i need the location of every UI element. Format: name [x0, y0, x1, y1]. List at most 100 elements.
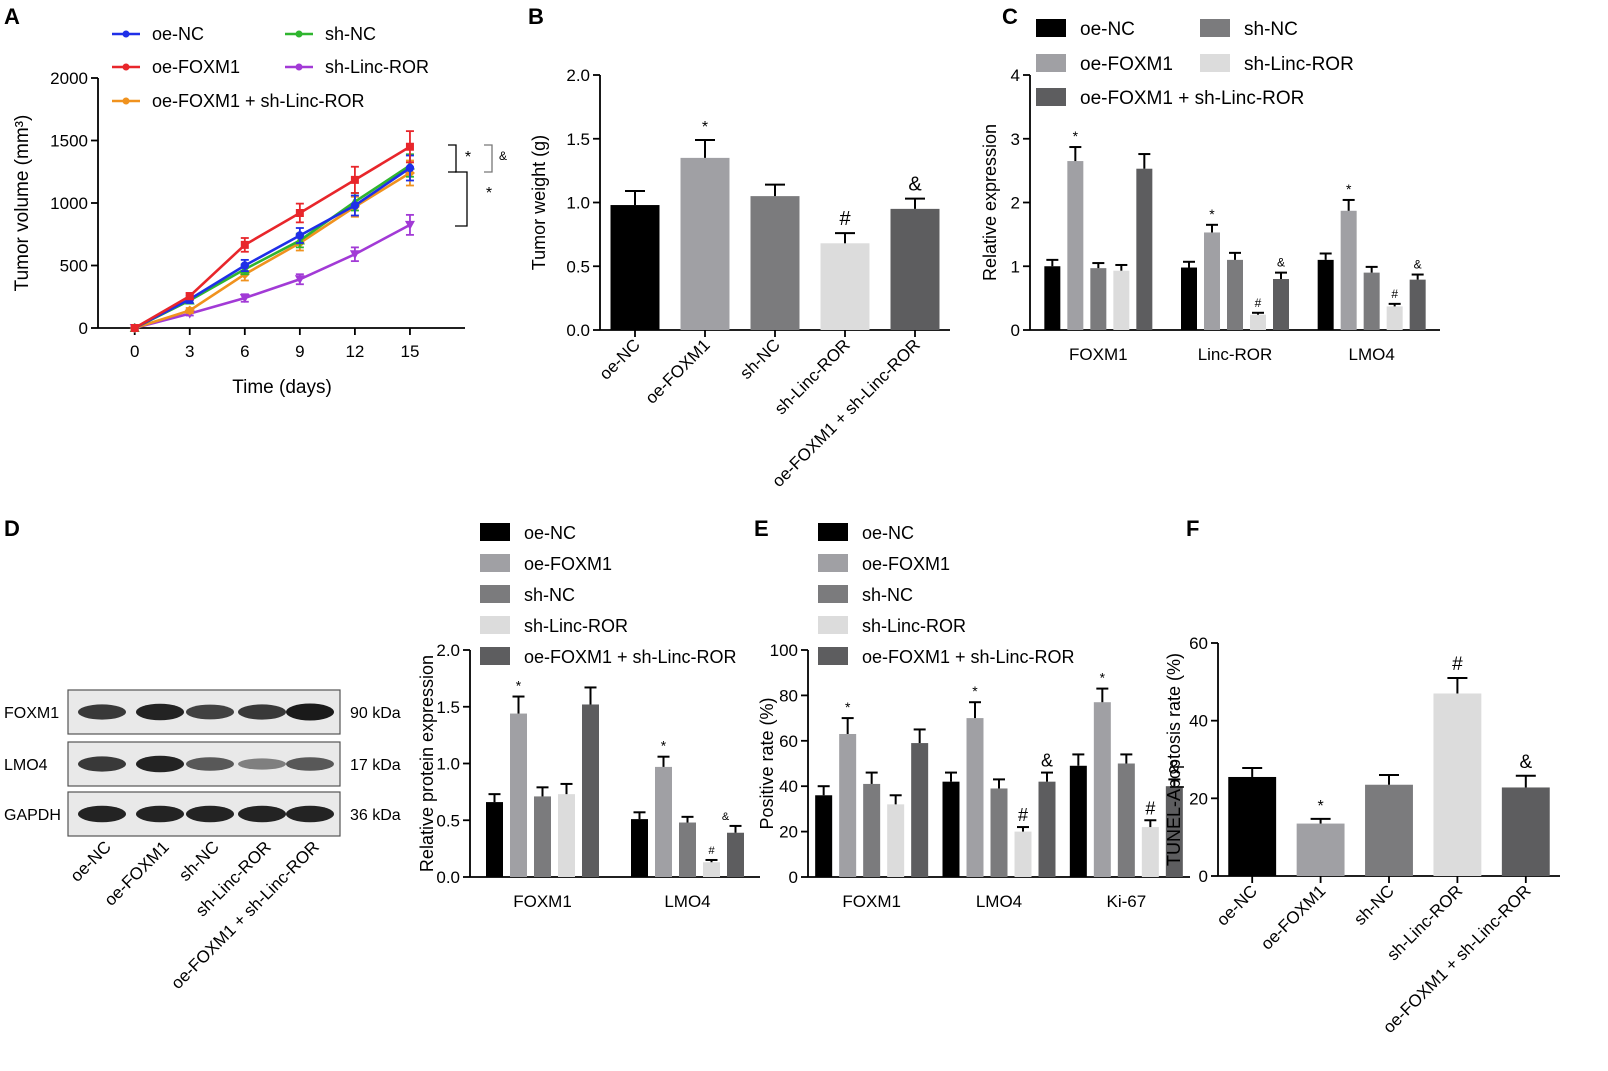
- blot-lane-label: oe-NC: [67, 837, 115, 885]
- legend-label: oe-NC: [152, 24, 204, 44]
- significance-marker: #: [1145, 798, 1155, 818]
- blot-row-foxm1: FOXM1 90 kDa: [4, 689, 401, 735]
- y-tick-label: 0: [1199, 867, 1208, 886]
- bar-linc-ror-oe-nc: [1181, 267, 1197, 330]
- bar-lmo4-oe-foxm1: [655, 766, 672, 877]
- y-axis-label: Positive rate (%): [757, 697, 777, 829]
- bar-sh-nc: [1365, 784, 1413, 876]
- legend-label: oe-FOXM1: [862, 554, 950, 574]
- legend-item-sh-linc-ror: sh-Linc-ROR: [1200, 54, 1354, 75]
- panel-e-bar-chart: 0 20 40 60 80 100 Positive rate (%) * FOXM1 * # & LM…: [757, 523, 1190, 911]
- significance-marker: #: [1018, 805, 1028, 825]
- legend-item-sh-nc: sh-NC: [1200, 19, 1298, 40]
- bar-foxm1-sh-linc-ror: [558, 794, 575, 877]
- bar-lmo4-oe-foxm1-sh-linc-ror: [727, 832, 744, 877]
- blot-band: [136, 755, 184, 773]
- legend-label: oe-FOXM1: [1080, 54, 1173, 75]
- panel-a-line-chart: 0 500 1000 1500 2000 0 3 6 9 12 15 Time (days) Tumor…: [12, 24, 507, 398]
- bar-foxm1-sh-linc-ror: [1113, 270, 1130, 330]
- bar-foxm1-sh-nc: [1090, 268, 1107, 330]
- bar-lmo4-oe-nc: [942, 781, 960, 877]
- y-tick-label: 2: [1011, 194, 1020, 213]
- legend: oe-NC oe-FOXM1 oe-FOXM1 + sh-Linc-ROR sh-NC…: [112, 24, 429, 111]
- legend-swatch: [1036, 54, 1066, 72]
- y-tick-label: 100: [770, 641, 798, 660]
- bar-foxm1-oe-foxm1-sh-linc-ror: [911, 743, 929, 877]
- legend-swatch: [818, 554, 848, 572]
- series-line: [134, 171, 411, 330]
- data-point: [405, 163, 415, 173]
- x-tick-label: oe-FOXM1 + sh-Linc-ROR: [768, 335, 923, 490]
- significance-marker: &: [722, 811, 730, 823]
- bar-oe-foxm1: [1296, 823, 1345, 876]
- data-point: [240, 240, 249, 249]
- data-point: [294, 275, 305, 285]
- x-tick-label: oe-FOXM1: [642, 335, 714, 407]
- panel-letter-a: A: [4, 4, 20, 29]
- significance-marker: #: [1255, 296, 1262, 310]
- significance-marker: #: [839, 208, 851, 230]
- y-axis-label: Tumor weight (g): [529, 135, 549, 270]
- y-axis-label: Tumor volume (mm³): [12, 115, 33, 292]
- x-tick-label: Linc-ROR: [1198, 345, 1273, 364]
- panel-letter-c: C: [1002, 4, 1018, 29]
- bar-sh-linc-ror: [1433, 693, 1482, 876]
- data-point: [185, 292, 194, 301]
- legend: oe-NC oe-FOXM1 sh-NC sh-Linc-ROR oe-FOXM1 + …: [480, 523, 737, 667]
- bar-foxm1-sh-nc: [534, 796, 551, 877]
- bar-lmo4-oe-nc: [1317, 259, 1334, 330]
- blot-size-label: 90 kDa: [350, 705, 401, 722]
- series-line: [134, 145, 411, 330]
- legend: oe-NC oe-FOXM1 oe-FOXM1 + sh-Linc-ROR sh-NC…: [1036, 19, 1354, 109]
- series-line: [134, 166, 411, 330]
- legend-swatch: [480, 616, 510, 634]
- legend-item-oe-nc: oe-NC: [480, 523, 576, 543]
- x-tick-label: oe-FOXM1: [1257, 881, 1329, 953]
- y-tick-label: 3: [1011, 130, 1020, 149]
- bar-lmo4-sh-nc: [1363, 272, 1380, 330]
- data-point: [405, 142, 414, 151]
- y-tick-label: 0.5: [566, 257, 590, 276]
- data-point: [350, 175, 359, 184]
- legend-item-sh-linc-ror: sh-Linc-ROR: [285, 57, 429, 77]
- significance-marker: *: [1317, 798, 1323, 815]
- significance-marker: &: [1519, 752, 1532, 773]
- panel-letter-d: D: [4, 516, 20, 541]
- bar-sh-linc-ror: [820, 243, 870, 330]
- bar-foxm1-oe-foxm1: [839, 733, 857, 877]
- series-line: [134, 223, 411, 330]
- legend-swatch: [1036, 88, 1066, 106]
- significance-marker: &: [908, 174, 922, 196]
- bar-lmo4-sh-linc-ror: [1014, 831, 1032, 877]
- legend-item-oe-foxm1-sh-linc-ror: oe-FOXM1 + sh-Linc-ROR: [480, 647, 737, 667]
- y-tick-label: 2.0: [436, 641, 460, 660]
- data-point: [349, 250, 360, 260]
- x-axis-label: Time (days): [232, 377, 332, 398]
- x-tick-label: FOXM1: [513, 892, 572, 911]
- bar-ki-67-sh-nc: [1117, 763, 1135, 877]
- panel-letter-f: F: [1186, 516, 1199, 541]
- y-tick-label: 2.0: [566, 66, 590, 85]
- legend-item-sh-nc: sh-NC: [285, 24, 376, 44]
- significance-marker: #: [708, 845, 715, 857]
- significance-marker: &: [1414, 258, 1422, 272]
- significance-marker: &: [499, 149, 507, 163]
- bar-foxm1-sh-nc: [863, 783, 881, 877]
- bar-foxm1-oe-foxm1: [510, 713, 527, 877]
- bar-lmo4-oe-foxm1-sh-linc-ror: [1038, 781, 1056, 877]
- significance-marker: *: [661, 738, 667, 754]
- legend-label: sh-NC: [325, 24, 376, 44]
- bar-oe-nc: [610, 205, 660, 330]
- legend-swatch: [818, 585, 848, 603]
- legend-label: oe-NC: [1080, 19, 1135, 40]
- bar-foxm1-oe-nc: [486, 802, 503, 877]
- significance-marker: *: [1073, 128, 1079, 144]
- legend-swatch: [480, 647, 510, 665]
- y-tick-label: 60: [1189, 634, 1208, 653]
- x-tick-label: 15: [400, 342, 419, 361]
- bar-lmo4-oe-nc: [631, 819, 648, 877]
- y-tick-label: 1: [1011, 257, 1020, 276]
- bar-linc-ror-oe-foxm1: [1204, 232, 1220, 330]
- y-tick-label: 500: [60, 257, 88, 276]
